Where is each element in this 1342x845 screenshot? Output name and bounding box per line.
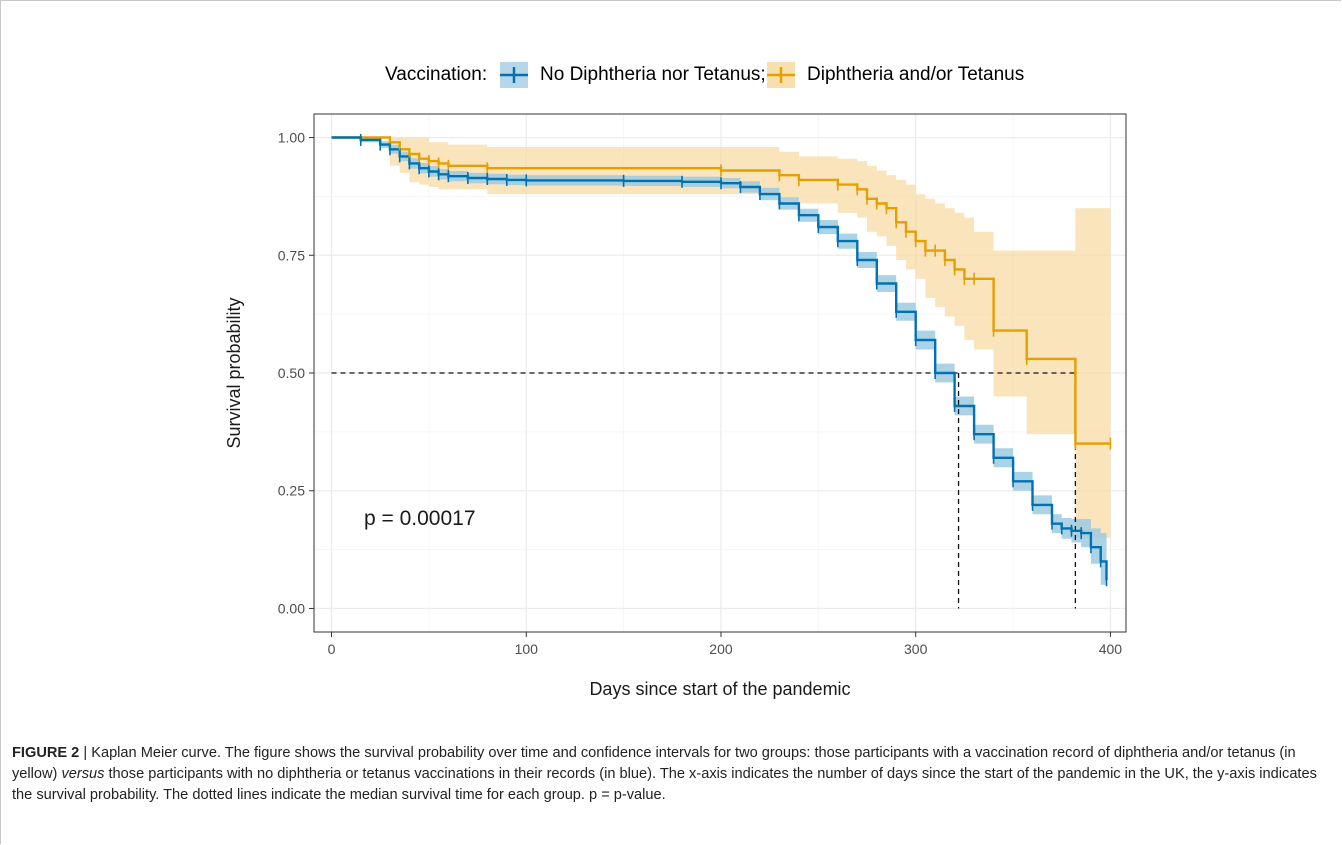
figure-caption: FIGURE 2 | Kaplan Meier curve. The figur…: [12, 743, 1332, 806]
y-tick-label: 0.75: [278, 247, 305, 263]
x-tick-label: 400: [1099, 641, 1123, 657]
caption-text-2: those participants with no diphtheria or…: [12, 766, 1317, 803]
y-axis-title: Survival probability: [224, 297, 244, 448]
caption-text-1: Kaplan Meier curve. The figure shows the…: [12, 745, 1296, 782]
p-value-annotation: p = 0.00017: [364, 507, 476, 530]
legend: Vaccination: No Diphtheria nor Tetanus; …: [385, 62, 1024, 88]
y-tick-label: 1.00: [278, 130, 305, 146]
x-tick-label: 0: [328, 641, 336, 657]
legend-key-yellow: [767, 62, 795, 88]
legend-label-yellow: Diphtheria and/or Tetanus: [807, 64, 1024, 85]
caption-italic: versus: [61, 766, 105, 782]
y-tick-label: 0.50: [278, 365, 305, 381]
x-tick-label: 200: [709, 641, 733, 657]
x-axis: 0 100 200 300 400: [328, 632, 1123, 657]
legend-title: Vaccination:: [385, 64, 487, 85]
caption-separator: |: [79, 745, 92, 761]
legend-label-blue: No Diphtheria nor Tetanus;: [540, 64, 766, 85]
x-tick-label: 300: [904, 641, 928, 657]
x-tick-label: 100: [515, 641, 539, 657]
censor-marks: [359, 133, 1112, 587]
kaplan-meier-chart: Vaccination: No Diphtheria nor Tetanus; …: [224, 62, 1127, 699]
y-axis: 0.00 0.25 0.50 0.75 1.00: [278, 130, 314, 616]
y-tick-label: 0.00: [278, 600, 305, 616]
confidence-band-blue: [331, 137, 1107, 604]
y-tick-label: 0.25: [278, 483, 305, 499]
x-axis-title: Days since start of the pandemic: [589, 679, 850, 699]
legend-key-blue: [500, 62, 528, 88]
caption-label: FIGURE 2: [12, 745, 80, 761]
